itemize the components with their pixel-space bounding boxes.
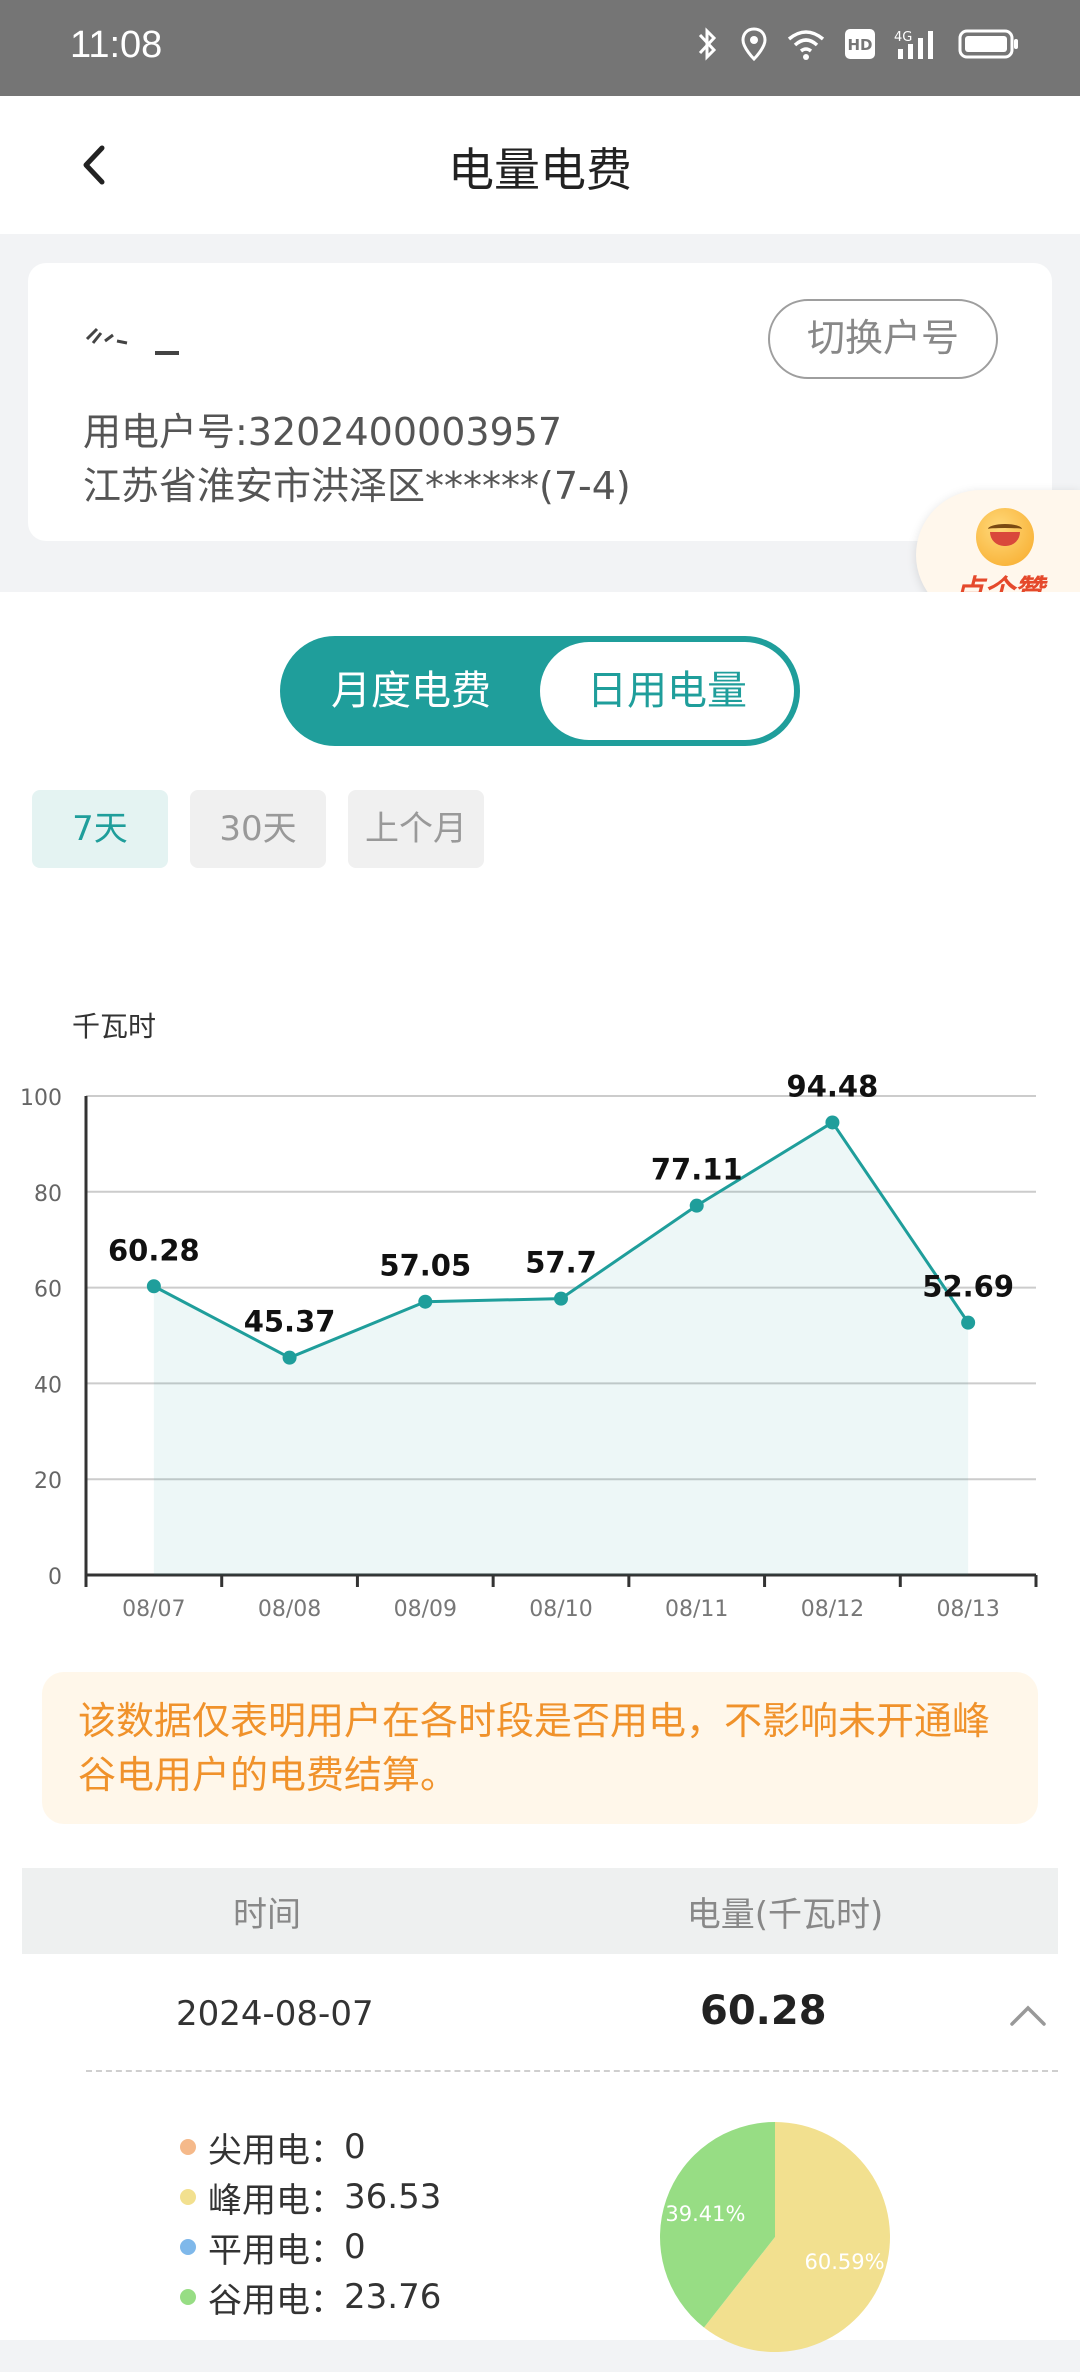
data-point [961,1315,976,1330]
range-tab-30days[interactable]: 30天 [190,790,326,868]
legend-dot [180,2139,196,2155]
battery-icon [958,28,1020,60]
data-point [689,1198,704,1213]
data-label: 94.48 [787,1069,879,1103]
x-tick-label: 08/09 [394,1597,457,1622]
legend-dot [180,2239,196,2255]
data-label: 60.28 [108,1233,200,1267]
svg-text:HD: HD [847,36,872,54]
series-area [153,1122,969,1575]
x-tick-label: 08/12 [801,1597,864,1622]
y-axis-title: 千瓦时 [72,1010,156,1043]
data-point [554,1291,568,1306]
hd-icon: HD [844,28,876,60]
status-icons: HD 4G [692,26,1020,62]
nav-bar: 电量电费 [0,96,1080,234]
smiley-icon [976,508,1034,566]
data-label: 45.37 [244,1305,336,1339]
y-tick-label: 20 [34,1469,62,1494]
range-tab-last-month[interactable]: 上个月 [348,790,484,868]
back-button[interactable] [72,140,122,190]
pie-slice [660,2122,775,2328]
legend-label: 谷用电： [208,2280,344,2321]
breakdown-legend: 尖用电： 0 峰用电： 36.53 平用电： 0 谷用电： 23.76 [180,2122,441,2322]
data-point [146,1279,161,1294]
legend-value: 23.76 [344,2277,442,2317]
status-bar: 11:08 HD 4G [0,0,1080,96]
page-title: 电量电费 [448,143,632,197]
x-tick-label: 08/13 [936,1597,999,1622]
header-usage: 电量(千瓦时) [686,1894,884,1935]
segment-control: 月度电费 日用电量 [280,636,800,746]
y-tick-label: 60 [34,1278,62,1303]
signal-4g-icon: 4G [894,27,940,61]
dashed-divider [86,2070,1058,2072]
data-label: 52.69 [922,1270,1014,1304]
y-tick-label: 0 [48,1565,62,1590]
account-name-redacted [83,321,193,368]
data-point [825,1115,840,1130]
legend-item-peak: 峰用电： 36.53 [180,2172,441,2222]
account-address: 江苏省淮安市洪泽区******(7-4) [83,464,631,508]
wifi-icon [786,27,826,61]
data-label: 77.11 [651,1153,743,1187]
legend-label: 平用电： [208,2230,344,2271]
tab-daily-usage[interactable]: 日用电量 [540,642,794,740]
location-icon [740,26,768,62]
chevron-up-icon[interactable] [1008,2000,1048,2030]
legend-item-valley: 谷用电： 23.76 [180,2272,441,2322]
y-tick-label: 80 [34,1182,62,1207]
y-tick-label: 40 [34,1373,62,1398]
legend-dot [180,2289,196,2305]
notice-banner: 该数据仅表明用户在各时段是否用电，不影响未开通峰谷电用户的电费结算。 [42,1672,1038,1824]
x-tick-label: 08/07 [122,1597,185,1622]
range-tab-7days[interactable]: 7天 [32,790,168,868]
chevron-left-icon [83,145,105,185]
legend-dot [180,2189,196,2205]
usage-pie-chart: 60.59% 39.41% [660,2122,890,2352]
legend-value: 0 [344,2127,366,2167]
account-number: 用电户号:3202400003957 [83,410,563,454]
row-value: 60.28 [700,1988,827,2034]
pie-label: 60.59% [805,2250,885,2274]
legend-value: 0 [344,2227,366,2267]
y-tick-label: 100 [20,1086,62,1111]
legend-value: 36.53 [344,2177,442,2217]
legend-item-peak-top: 尖用电： 0 [180,2122,441,2172]
account-card: 切换户号 用电户号:3202400003957 江苏省淮安市洪泽区******(… [28,263,1052,541]
switch-account-button[interactable]: 切换户号 [768,299,998,379]
data-label: 57.7 [525,1246,597,1280]
table-row[interactable]: 2024-08-07 60.28 [0,1954,1080,2074]
legend-label: 尖用电： [208,2130,344,2171]
legend-label: 峰用电： [208,2180,344,2221]
main-content: 月度电费 日用电量 7天 30天 上个月 千瓦时 0 20 40 60 80 100 60.2… [0,592,1080,2352]
legend-item-flat: 平用电： 0 [180,2222,441,2272]
bluetooth-icon [692,26,722,62]
data-point [282,1350,297,1365]
data-point [418,1294,433,1309]
row-date: 2024-08-07 [176,1994,374,2034]
pie-label: 39.41% [665,2202,745,2226]
x-tick-label: 08/10 [529,1597,592,1622]
status-time: 11:08 [70,24,163,66]
svg-text:4G: 4G [894,30,912,45]
table-header: 时间 电量(千瓦时) [22,1868,1058,1954]
data-label: 57.05 [379,1249,471,1283]
tab-monthly-fee[interactable]: 月度电费 [331,668,491,714]
usage-area-chart: 千瓦时 0 20 40 60 80 100 60.28 08/07 45.37 08/08 57.05… [20,1010,1038,1622]
pie-slice [704,2122,890,2352]
header-time: 时间 [233,1894,301,1935]
x-tick-label: 08/11 [665,1597,728,1622]
x-tick-label: 08/08 [258,1597,321,1622]
